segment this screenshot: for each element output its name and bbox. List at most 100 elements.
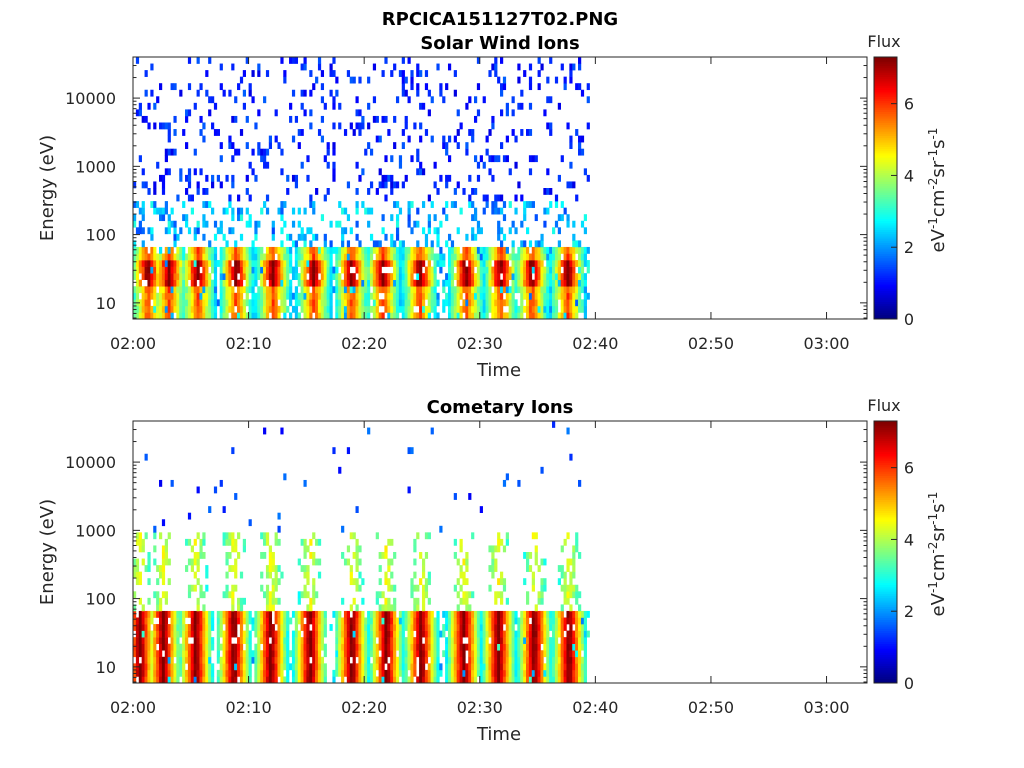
- heatmap-cell: [401, 76, 405, 84]
- heatmap-cell: [300, 538, 304, 546]
- heatmap-cell: [335, 656, 339, 664]
- heatmap-cell: [497, 532, 501, 540]
- heatmap-cell: [534, 643, 538, 651]
- cometary-x-label: Time: [476, 724, 521, 745]
- heatmap-cell: [196, 292, 200, 300]
- heatmap-cell: [208, 57, 212, 64]
- heatmap-cell: [294, 656, 299, 664]
- heatmap-cell: [456, 656, 460, 664]
- heatmap-cell: [378, 610, 382, 618]
- heatmap-cell: [427, 610, 431, 618]
- heatmap-cell: [291, 610, 296, 618]
- heatmap-cell: [306, 656, 310, 664]
- heatmap-cell: [520, 624, 524, 631]
- heatmap-cell: [563, 279, 567, 287]
- heatmap-cell: [312, 597, 316, 605]
- heatmap-cell: [237, 643, 241, 651]
- heatmap-cell: [141, 610, 145, 618]
- heatmap-cell: [459, 273, 463, 280]
- heatmap-cell: [404, 279, 408, 287]
- heatmap-cell: [202, 214, 206, 222]
- heatmap-cell: [419, 286, 423, 294]
- heatmap-cell: [381, 115, 385, 123]
- heatmap-cell: [543, 617, 547, 625]
- colorbar-segment: [874, 144, 897, 147]
- heatmap-cell: [367, 266, 371, 274]
- heatmap-cell: [185, 637, 189, 644]
- heatmap-cell: [355, 253, 359, 261]
- heatmap-cell: [413, 610, 417, 618]
- heatmap-cell: [268, 273, 273, 280]
- heatmap-cell: [488, 253, 492, 261]
- heatmap-cell: [572, 558, 576, 566]
- heatmap-cell: [150, 227, 154, 235]
- heatmap-cell: [303, 292, 307, 300]
- heatmap-cell: [471, 233, 475, 241]
- heatmap-cell: [248, 676, 252, 684]
- heatmap-cell: [526, 610, 530, 618]
- heatmap-cell: [361, 610, 365, 618]
- heatmap-cell: [208, 663, 212, 671]
- heatmap-cell: [176, 246, 180, 254]
- heatmap-cell: [176, 253, 180, 261]
- heatmap-cell: [560, 305, 564, 313]
- colorbar-segment: [874, 499, 897, 503]
- heatmap-cell: [164, 656, 168, 664]
- heatmap-cell: [239, 292, 244, 300]
- heatmap-cell: [303, 610, 307, 618]
- heatmap-cell: [185, 610, 189, 618]
- colorbar-segment: [874, 580, 897, 583]
- heatmap-cell: [476, 57, 481, 64]
- heatmap-cell: [514, 279, 518, 287]
- heatmap-cell: [540, 299, 544, 307]
- heatmap-cell: [537, 253, 541, 261]
- heatmap-cell: [234, 148, 238, 156]
- heatmap-cell: [476, 83, 481, 91]
- colorbar-segment: [874, 120, 897, 123]
- heatmap-cell: [413, 220, 417, 228]
- heatmap-cell: [173, 292, 177, 300]
- colorbar-segment: [874, 665, 897, 669]
- heatmap-cell: [416, 604, 420, 612]
- heatmap-cell: [202, 669, 206, 677]
- heatmap-cell: [401, 260, 405, 267]
- heatmap-cell: [531, 292, 535, 300]
- heatmap-cell: [450, 624, 455, 631]
- x-tick-label: 02:10: [226, 698, 272, 717]
- heatmap-cell: [502, 299, 507, 307]
- heatmap-cell: [196, 578, 200, 586]
- heatmap-cell: [358, 129, 362, 136]
- heatmap-cell: [294, 253, 299, 261]
- heatmap-cell: [242, 260, 246, 267]
- colorbar-segment: [874, 445, 897, 448]
- heatmap-cell: [286, 630, 290, 638]
- heatmap-cell: [488, 656, 492, 664]
- heatmap-cell: [271, 591, 275, 599]
- heatmap-cell: [248, 643, 252, 651]
- heatmap-cell: [277, 253, 281, 261]
- heatmap-cell: [566, 214, 570, 222]
- heatmap-cell: [277, 630, 281, 638]
- heatmap-cell: [228, 305, 232, 313]
- heatmap-cell: [462, 273, 466, 280]
- heatmap-cell: [473, 155, 478, 163]
- heatmap-cell: [450, 610, 455, 618]
- heatmap-cell: [144, 305, 148, 313]
- heatmap-cell: [416, 624, 420, 631]
- heatmap-cell: [133, 565, 137, 572]
- heatmap-cell: [355, 538, 359, 546]
- heatmap-cell: [329, 70, 333, 77]
- heatmap-cell: [534, 299, 538, 307]
- heatmap-cell: [482, 669, 486, 677]
- cometary-plot-frame: [132, 420, 868, 684]
- heatmap-cell: [482, 246, 486, 254]
- colorbar-segment: [874, 648, 897, 651]
- heatmap-cell: [447, 279, 452, 287]
- heatmap-cell: [190, 610, 194, 618]
- heatmap-cell: [364, 266, 368, 274]
- heatmap-cell: [410, 637, 414, 644]
- heatmap-cell: [508, 201, 512, 208]
- heatmap-cell: [390, 538, 394, 546]
- heatmap-cell: [234, 584, 238, 592]
- heatmap-cell: [315, 558, 319, 566]
